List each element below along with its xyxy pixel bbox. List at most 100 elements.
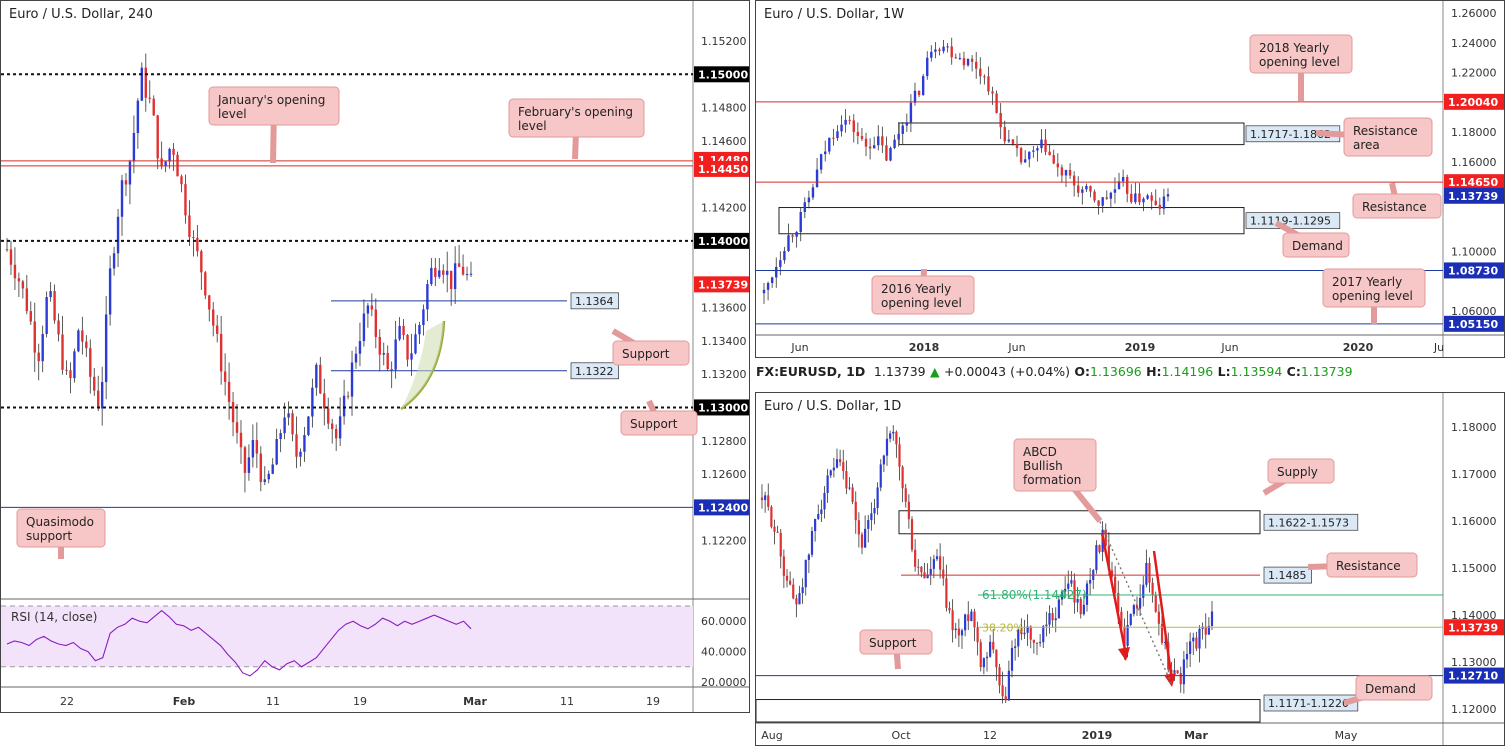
candle-body: [1045, 624, 1048, 627]
candle-body: [434, 267, 437, 277]
candle-body: [49, 291, 52, 298]
candle-body: [905, 122, 909, 126]
candle-body: [192, 236, 195, 238]
candle-body: [798, 593, 801, 605]
level-tag: 1.15000: [698, 68, 748, 81]
callout-jan-text: level: [218, 107, 247, 121]
candle-body: [1048, 613, 1051, 625]
rsi-label: RSI (14, close): [11, 610, 97, 624]
callout-support-box: [859, 629, 933, 655]
x-tick-label: Oct: [891, 729, 911, 742]
callout-quasimodo-text: support: [26, 529, 72, 543]
candle-body: [57, 320, 60, 335]
candle-body: [53, 291, 56, 321]
candle-body: [979, 642, 982, 668]
candle-body: [904, 488, 907, 502]
candle-body: [1051, 613, 1054, 621]
x-tick-label: 22: [60, 695, 74, 708]
chart-daily-panel[interactable]: 1.1622-1.1573 1.1171-1.1220 1.1485 61.80%(1…: [755, 392, 1505, 746]
candle-body: [13, 264, 17, 279]
callout-resistance-area-text: area: [1353, 138, 1380, 152]
chart-4h-panel[interactable]: 1.15000 1.14480 1.14450 1.14000 1.13739 1.136…: [0, 0, 750, 713]
candle-body: [1132, 605, 1135, 614]
y-tick-label: 1.24000: [1451, 37, 1497, 50]
current-price-tag-bg: [694, 276, 749, 293]
candle-body: [346, 395, 350, 397]
candle-body: [868, 146, 872, 149]
level-tag-bg: [1444, 667, 1504, 684]
candle-body: [870, 513, 873, 521]
candle-body: [319, 364, 322, 394]
fib-382-label: 38.20%: [982, 621, 1024, 634]
chart-weekly-svg[interactable]: 1.1717-1.1862 1.1119-1.1295 1.20040 1.14650…: [756, 1, 1505, 358]
candle-body: [1023, 159, 1027, 163]
callout-2018-text: opening level: [1259, 55, 1340, 69]
candle-body: [1195, 637, 1198, 649]
candle-body: [864, 528, 867, 548]
candle-body: [239, 432, 243, 448]
y-tick-label: 1.14800: [701, 102, 747, 115]
candle-body: [124, 180, 128, 185]
candle-body: [998, 667, 1001, 686]
candle-body: [893, 139, 896, 148]
callout-support-1-box: [612, 340, 690, 366]
abcd-arrow-1: [1100, 532, 1128, 656]
level-tag: 1.14000: [698, 235, 748, 248]
chart-4h-svg[interactable]: 1.150001.144801.144501.140001.137391.136…: [1, 1, 750, 713]
candle-body: [267, 473, 270, 480]
y-tick-label: 1.13600: [701, 302, 747, 315]
candle-body: [449, 270, 453, 289]
candle-body: [795, 231, 798, 237]
rsi-tick-label: 60.0000: [701, 615, 747, 628]
y-tick-label: 1.14200: [701, 202, 747, 215]
candle-body: [882, 455, 885, 465]
candle-body: [804, 559, 807, 588]
candle-body: [1015, 143, 1019, 149]
candle-body: [291, 413, 294, 435]
y-tick-label: 1.12200: [701, 535, 747, 548]
candle-body: [795, 598, 798, 605]
y-tick-label: 1.14000: [1451, 609, 1497, 622]
chart-daily-title: Euro / U.S. Dollar, 1D: [764, 399, 902, 414]
candle-body: [1154, 595, 1157, 612]
candle-body: [287, 413, 290, 418]
level-tag: 1.12400: [698, 501, 748, 514]
candle-body: [453, 263, 457, 289]
candle-body: [879, 464, 882, 488]
candle-body: [873, 507, 876, 514]
chart-daily-svg[interactable]: 1.1622-1.1573 1.1171-1.1220 1.1485 61.80%(1…: [756, 393, 1505, 746]
candle-body: [1019, 148, 1023, 163]
candle-body: [832, 467, 835, 471]
candle-body: [430, 267, 433, 285]
callout-support-2-box: [620, 410, 698, 436]
candle-body: [1093, 191, 1096, 201]
candle-body: [1044, 139, 1047, 152]
chart-weekly-panel[interactable]: 1.1717-1.1862 1.1119-1.1295 1.20040 1.14650…: [755, 0, 1505, 358]
candle-body: [1060, 167, 1064, 176]
candle-body: [982, 658, 985, 668]
candle-body: [860, 136, 864, 139]
candle-body: [964, 614, 967, 631]
candle-body: [406, 334, 409, 360]
candle-body: [469, 273, 473, 275]
candle-body: [1095, 545, 1098, 571]
candle-body: [251, 440, 255, 458]
curve-annotation-fill: [401, 321, 444, 409]
candle-body: [41, 333, 44, 362]
candle-body: [1129, 613, 1132, 625]
candle-body: [807, 554, 810, 560]
candle-body: [985, 656, 989, 659]
candle-body: [1121, 177, 1125, 182]
x-tick-label: Mar: [463, 695, 487, 708]
candle-body: [1056, 163, 1060, 168]
candle-body: [917, 90, 921, 95]
candle-body: [898, 444, 901, 467]
candle-body: [89, 348, 92, 377]
level-tag: 1.14450: [698, 163, 748, 176]
candle-body: [378, 336, 381, 355]
current-price-tag: 1.13739: [698, 278, 748, 291]
candle-body: [327, 408, 330, 424]
candle-body: [223, 371, 227, 382]
y-tick-label: 1.06000: [1451, 305, 1497, 318]
callout-demand-box: [1282, 232, 1350, 258]
